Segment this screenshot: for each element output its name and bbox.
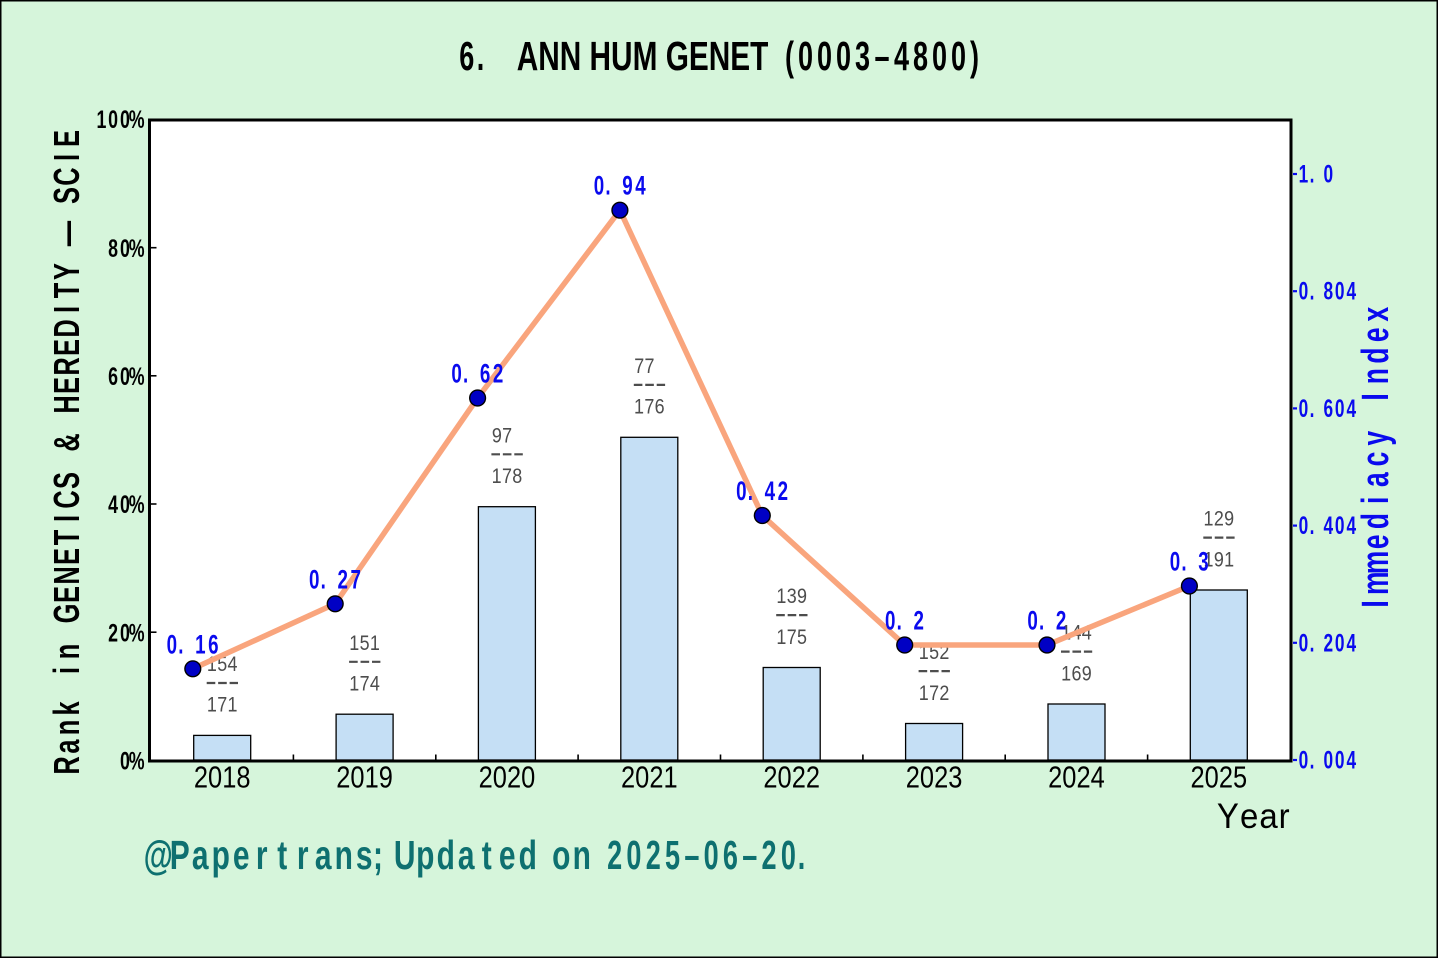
- svg-text:129: 129: [1204, 507, 1235, 531]
- svg-text:175: 175: [776, 625, 807, 649]
- svg-text:2025: 2025: [1190, 760, 1247, 795]
- svg-text:0. 2: 0. 2: [885, 605, 924, 635]
- svg-text:0. 204: 0. 204: [1299, 629, 1356, 657]
- svg-text:0. 004: 0. 004: [1299, 746, 1356, 774]
- svg-text:178: 178: [492, 465, 523, 489]
- svg-text:139: 139: [776, 585, 807, 609]
- svg-text:169: 169: [1061, 662, 1092, 686]
- svg-text:97: 97: [492, 424, 512, 448]
- svg-text:172: 172: [919, 681, 950, 705]
- svg-text:0%: 0%: [120, 746, 145, 775]
- svg-text:40%: 40%: [108, 490, 144, 519]
- svg-text:0. 3: 0. 3: [1170, 546, 1209, 576]
- svg-text:(0003–4800): (0003–4800): [785, 35, 979, 80]
- svg-text:2024: 2024: [1048, 760, 1105, 795]
- svg-text:1. 0: 1. 0: [1299, 160, 1333, 188]
- svg-text:80%: 80%: [108, 234, 144, 263]
- svg-text:Rank in GENETICS & HEREDITY —: Rank in GENETICS & HEREDITY — SCIE: [47, 130, 88, 775]
- svg-text:151: 151: [349, 631, 380, 655]
- svg-text:2023: 2023: [906, 760, 963, 795]
- svg-text:6.: 6.: [459, 35, 484, 80]
- svg-text:2018: 2018: [194, 760, 251, 795]
- svg-text:77: 77: [634, 355, 654, 379]
- svg-text:0. 2: 0. 2: [1027, 605, 1066, 635]
- svg-text:176: 176: [634, 395, 665, 419]
- svg-text:60%: 60%: [108, 362, 144, 391]
- svg-text:171: 171: [207, 693, 238, 717]
- svg-text:100%: 100%: [96, 105, 144, 134]
- svg-text:Year: Year: [1217, 797, 1290, 836]
- svg-text:2025–06–20.: 2025–06–20.: [607, 834, 805, 879]
- svg-text:ANN HUM GENET: ANN HUM GENET: [517, 33, 769, 79]
- svg-text:20%: 20%: [108, 618, 144, 647]
- svg-text:0. 604: 0. 604: [1299, 395, 1356, 423]
- svg-text:0. 804: 0. 804: [1299, 278, 1356, 306]
- svg-text:Immediacy Index: Immediacy Index: [1353, 307, 1396, 608]
- svg-text:2021: 2021: [621, 760, 678, 795]
- svg-text:@Papertrans; Updated on: @Papertrans; Updated on: [144, 832, 603, 878]
- svg-text:0. 404: 0. 404: [1299, 512, 1356, 540]
- svg-text:2020: 2020: [479, 760, 536, 795]
- svg-text:174: 174: [349, 672, 380, 696]
- svg-text:2022: 2022: [763, 760, 820, 795]
- svg-text:191: 191: [1204, 548, 1235, 572]
- svg-text:2019: 2019: [336, 760, 393, 795]
